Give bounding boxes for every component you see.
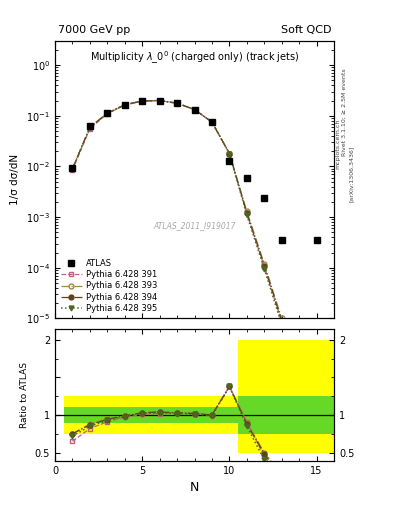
Pythia 6.428 394 xyxy=(262,263,267,269)
Pythia 6.428 395 xyxy=(227,151,232,157)
Text: Rivet 3.1.10; ≥ 2.5M events: Rivet 3.1.10; ≥ 2.5M events xyxy=(342,69,346,157)
Pythia 6.428 395 xyxy=(88,124,92,131)
Pythia 6.428 395 xyxy=(209,119,214,125)
Pythia 6.428 393 xyxy=(140,98,145,104)
ATLAS xyxy=(314,237,319,243)
Line: Pythia 6.428 394: Pythia 6.428 394 xyxy=(70,98,301,378)
Pythia 6.428 393 xyxy=(157,97,162,103)
Pythia 6.428 393 xyxy=(88,124,92,130)
Pythia 6.428 391 xyxy=(175,100,180,106)
Pythia 6.428 393 xyxy=(70,166,75,172)
Pythia 6.428 394 xyxy=(279,317,284,324)
Pythia 6.428 395 xyxy=(157,97,162,103)
Pythia 6.428 393 xyxy=(244,208,249,215)
Pythia 6.428 391 xyxy=(88,125,92,132)
Pythia 6.428 393 xyxy=(227,151,232,157)
Pythia 6.428 393 xyxy=(297,371,301,377)
ATLAS xyxy=(175,100,180,106)
Text: [arXiv:1306.3436]: [arXiv:1306.3436] xyxy=(349,146,354,202)
Text: mcplots.cern.ch: mcplots.cern.ch xyxy=(336,118,340,168)
Pythia 6.428 393 xyxy=(192,106,197,113)
ATLAS xyxy=(105,110,110,116)
ATLAS xyxy=(88,123,92,130)
ATLAS xyxy=(123,102,127,108)
Pythia 6.428 393 xyxy=(262,261,267,267)
Pythia 6.428 395 xyxy=(262,266,267,272)
Pythia 6.428 395 xyxy=(297,379,301,386)
Line: Pythia 6.428 391: Pythia 6.428 391 xyxy=(70,98,301,379)
Pythia 6.428 395 xyxy=(123,102,127,108)
ATLAS xyxy=(140,98,145,104)
Pythia 6.428 394 xyxy=(70,166,75,172)
Y-axis label: Ratio to ATLAS: Ratio to ATLAS xyxy=(20,362,29,428)
Pythia 6.428 394 xyxy=(209,119,214,125)
Pythia 6.428 395 xyxy=(70,166,75,172)
Legend: ATLAS, Pythia 6.428 391, Pythia 6.428 393, Pythia 6.428 394, Pythia 6.428 395: ATLAS, Pythia 6.428 391, Pythia 6.428 39… xyxy=(59,258,159,314)
Pythia 6.428 395 xyxy=(140,98,145,104)
ATLAS xyxy=(244,175,249,181)
Text: 7000 GeV pp: 7000 GeV pp xyxy=(58,26,130,35)
Line: Pythia 6.428 393: Pythia 6.428 393 xyxy=(70,98,301,376)
Pythia 6.428 394 xyxy=(157,97,162,103)
Pythia 6.428 394 xyxy=(192,106,197,113)
Pythia 6.428 394 xyxy=(227,151,232,157)
Pythia 6.428 391 xyxy=(105,111,110,117)
Pythia 6.428 394 xyxy=(297,372,301,378)
Pythia 6.428 394 xyxy=(123,102,127,108)
ATLAS xyxy=(192,107,197,113)
Line: Pythia 6.428 395: Pythia 6.428 395 xyxy=(70,98,319,445)
Pythia 6.428 391 xyxy=(227,151,232,157)
Pythia 6.428 393 xyxy=(175,100,180,106)
ATLAS xyxy=(209,119,214,125)
Pythia 6.428 393 xyxy=(123,102,127,108)
ATLAS xyxy=(157,97,162,103)
Pythia 6.428 391 xyxy=(209,119,214,125)
Pythia 6.428 391 xyxy=(157,97,162,103)
Pythia 6.428 391 xyxy=(70,167,75,173)
Pythia 6.428 395 xyxy=(279,322,284,328)
Pythia 6.428 391 xyxy=(279,319,284,325)
Pythia 6.428 394 xyxy=(140,98,145,104)
ATLAS xyxy=(227,158,232,164)
Text: Soft QCD: Soft QCD xyxy=(281,26,331,35)
Pythia 6.428 391 xyxy=(192,106,197,113)
Pythia 6.428 395 xyxy=(175,100,180,106)
Pythia 6.428 395 xyxy=(314,440,319,446)
Pythia 6.428 395 xyxy=(192,106,197,113)
Pythia 6.428 395 xyxy=(244,212,249,218)
Pythia 6.428 391 xyxy=(123,102,127,108)
Pythia 6.428 395 xyxy=(105,110,110,116)
Y-axis label: 1/σ dσ/dN: 1/σ dσ/dN xyxy=(10,154,20,205)
ATLAS xyxy=(279,237,284,243)
Pythia 6.428 394 xyxy=(105,110,110,116)
Pythia 6.428 391 xyxy=(244,210,249,216)
Pythia 6.428 393 xyxy=(279,315,284,322)
Pythia 6.428 391 xyxy=(140,98,145,104)
ATLAS xyxy=(262,195,267,201)
Pythia 6.428 391 xyxy=(262,264,267,270)
Pythia 6.428 394 xyxy=(175,100,180,106)
Line: ATLAS: ATLAS xyxy=(69,97,320,243)
Pythia 6.428 394 xyxy=(244,210,249,216)
ATLAS xyxy=(70,164,75,170)
Text: ATLAS_2011_I919017: ATLAS_2011_I919017 xyxy=(153,221,236,230)
Pythia 6.428 393 xyxy=(209,119,214,125)
Pythia 6.428 391 xyxy=(297,374,301,380)
Pythia 6.428 393 xyxy=(105,110,110,116)
Text: Multiplicity $\lambda\_0^0$ (charged only) (track jets): Multiplicity $\lambda\_0^0$ (charged onl… xyxy=(90,49,299,66)
X-axis label: N: N xyxy=(190,481,199,494)
Pythia 6.428 394 xyxy=(88,124,92,131)
